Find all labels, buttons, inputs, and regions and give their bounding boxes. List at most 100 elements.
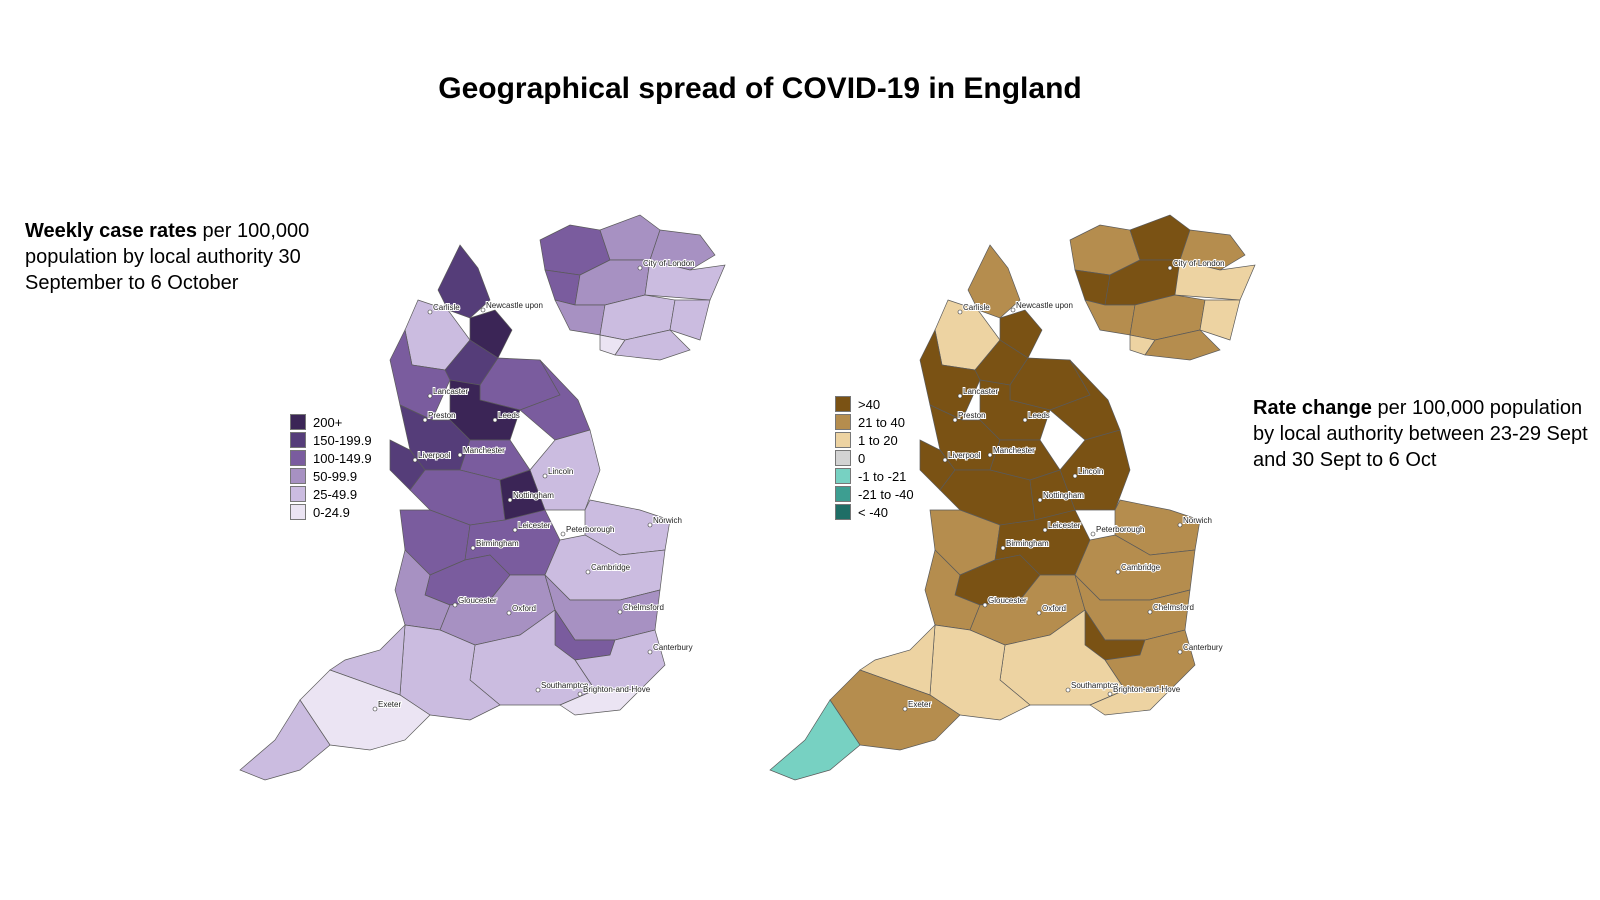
- place-marker: [952, 417, 958, 423]
- rate-change-region-lancashire: [919, 328, 981, 421]
- place-label: Leeds: [498, 411, 520, 420]
- place-marker: [507, 497, 513, 503]
- case-rate-legend-swatch: [290, 450, 306, 466]
- rate-change-legend-swatch: [835, 486, 851, 502]
- rate-change-legend-label: 21 to 40: [858, 414, 905, 430]
- place-label: Manchester: [993, 446, 1035, 455]
- rate-change-london-borough: [1074, 269, 1111, 306]
- rate-change-legend-item: < -40: [835, 503, 914, 521]
- rate-change-legend-swatch: [835, 414, 851, 430]
- place-marker: [1107, 691, 1113, 697]
- place-label: Brighton-and-Hove: [583, 685, 651, 694]
- rate-change-london-borough: [1084, 299, 1136, 336]
- left-map-caption: Weekly case rates per 100,000 population…: [25, 218, 355, 296]
- place-marker: [982, 602, 988, 608]
- rate-change-legend-swatch: [835, 468, 851, 484]
- place-marker: [542, 473, 548, 479]
- place-label: Chelmsford: [623, 603, 664, 612]
- place-label: Gloucester: [458, 596, 497, 605]
- place-marker: [412, 457, 418, 463]
- case-rate-legend-item: 100-149.9: [290, 449, 372, 467]
- rate-change-london-borough: [1179, 229, 1246, 271]
- place-marker: [647, 649, 653, 655]
- place-label: Liverpool: [948, 451, 981, 460]
- place-marker: [1115, 569, 1121, 575]
- place-marker: [512, 527, 518, 533]
- place-label: Newcastle upon: [1016, 301, 1073, 310]
- rate-change-legend-item: 0: [835, 449, 914, 467]
- place-marker: [1065, 687, 1071, 693]
- rate-change-legend-item: >40: [835, 395, 914, 413]
- place-marker: [1177, 649, 1183, 655]
- place-marker: [506, 610, 512, 616]
- case-rate-legend: 200+ 150-199.9 100-149.9 50-99.9 25-49.9 0-24…: [290, 413, 372, 521]
- rate-change-legend-item: -21 to -40: [835, 485, 914, 503]
- place-label: Peterborough: [1096, 525, 1144, 534]
- place-marker: [1042, 527, 1048, 533]
- case-rate-legend-item: 200+: [290, 413, 372, 431]
- place-marker: [1167, 265, 1173, 271]
- page-title: Geographical spread of COVID-19 in Engla…: [438, 72, 1082, 105]
- place-label: Cambridge: [1121, 563, 1161, 572]
- place-marker: [957, 309, 963, 315]
- case-rate-london-borough: [554, 299, 606, 336]
- left-caption-bold: Weekly case rates: [25, 220, 197, 242]
- place-marker: [535, 687, 541, 693]
- place-label: Oxford: [512, 604, 536, 613]
- place-label: Birmingham: [1006, 539, 1049, 548]
- case-rate-london-borough: [599, 214, 661, 261]
- rate-change-legend-swatch: [835, 450, 851, 466]
- place-label: Southampton: [1071, 681, 1119, 690]
- place-label: Leicester: [1048, 521, 1081, 530]
- case-rate-legend-item: 25-49.9: [290, 485, 372, 503]
- place-label: Lancaster: [963, 387, 998, 396]
- case-rate-legend-swatch: [290, 504, 306, 520]
- place-label: Manchester: [463, 446, 505, 455]
- case-rate-legend-label: 200+: [313, 414, 343, 430]
- case-rate-london-borough: [544, 269, 581, 306]
- rate-change-london-borough: [1144, 329, 1221, 361]
- place-label: Newcastle upon: [486, 301, 543, 310]
- place-label: Nottingham: [1043, 491, 1084, 500]
- rate-change-legend-item: 1 to 20: [835, 431, 914, 449]
- case-rate-legend-item: 150-199.9: [290, 431, 372, 449]
- case-rate-london-borough: [614, 329, 691, 361]
- place-label: Cambridge: [591, 563, 631, 572]
- place-label: Chelmsford: [1153, 603, 1194, 612]
- place-label: Liverpool: [418, 451, 451, 460]
- rate-change-london-borough: [1174, 259, 1256, 301]
- place-label: Norwich: [653, 516, 682, 525]
- rate-change-london-borough: [1129, 214, 1191, 261]
- place-label: Peterborough: [566, 525, 614, 534]
- rate-change-legend-swatch: [835, 504, 851, 520]
- place-label: Carlisle: [963, 303, 990, 312]
- case-rate-legend-label: 25-49.9: [313, 486, 358, 502]
- rate-change-legend-label: 1 to 20: [858, 432, 898, 448]
- rate-change-legend-label: < -40: [858, 504, 888, 520]
- case-rate-legend-item: 50-99.9: [290, 467, 372, 485]
- place-marker: [1147, 609, 1153, 615]
- rate-change-legend-label: >40: [858, 396, 881, 412]
- place-label: Canterbury: [653, 643, 693, 652]
- case-rate-legend-swatch: [290, 432, 306, 448]
- place-label: Leeds: [1028, 411, 1050, 420]
- place-label: Preston: [958, 411, 986, 420]
- rate-change-legend-item: -1 to -21: [835, 467, 914, 485]
- case-rate-legend-swatch: [290, 486, 306, 502]
- place-label: Lincoln: [548, 467, 573, 476]
- place-label: Leicester: [518, 521, 551, 530]
- place-label: Nottingham: [513, 491, 554, 500]
- place-label: Carlisle: [433, 303, 460, 312]
- rate-change-london-borough: [1199, 299, 1241, 341]
- place-label: Birmingham: [476, 539, 519, 548]
- place-marker: [1036, 610, 1042, 616]
- place-label: Exeter: [908, 700, 931, 709]
- rate-change-legend-label: -21 to -40: [858, 486, 914, 502]
- place-marker: [617, 609, 623, 615]
- place-label: Preston: [428, 411, 456, 420]
- rate-change-legend-label: 0: [858, 450, 866, 466]
- right-map-caption: Rate change per 100,000 population by lo…: [1253, 395, 1598, 473]
- place-marker: [560, 531, 566, 537]
- place-marker: [470, 545, 476, 551]
- place-marker: [1010, 307, 1016, 313]
